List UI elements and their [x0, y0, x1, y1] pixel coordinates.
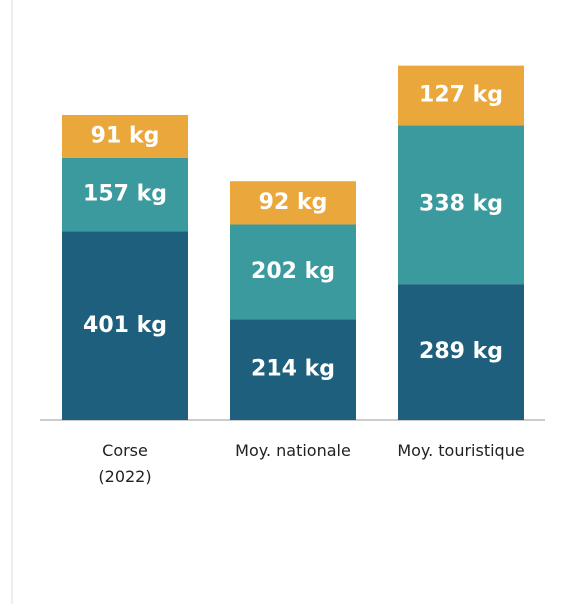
bar-segment [398, 125, 524, 285]
value-label: 214 kg [251, 357, 335, 382]
x-tick-label: Corse (2022) [98, 441, 152, 486]
value-label: 157 kg [83, 182, 167, 207]
bar-segment [230, 224, 356, 320]
value-label: 289 kg [419, 339, 503, 364]
bar-segment [62, 231, 188, 420]
value-label: 202 kg [251, 259, 335, 284]
bar-segment [62, 157, 188, 232]
value-label: 338 kg [419, 192, 503, 217]
value-label: 91 kg [91, 123, 160, 148]
bar-segment [230, 319, 356, 420]
bar-segment [398, 65, 524, 126]
value-label: 127 kg [419, 82, 503, 107]
bar-segment [62, 114, 188, 158]
value-label: 92 kg [259, 190, 328, 215]
x-tick-label: Moy. nationale [235, 441, 351, 460]
value-label: 401 kg [83, 313, 167, 338]
x-tick-label: Moy. touristique [397, 441, 525, 460]
bar-segment [230, 181, 356, 225]
bar-segment [398, 284, 524, 420]
